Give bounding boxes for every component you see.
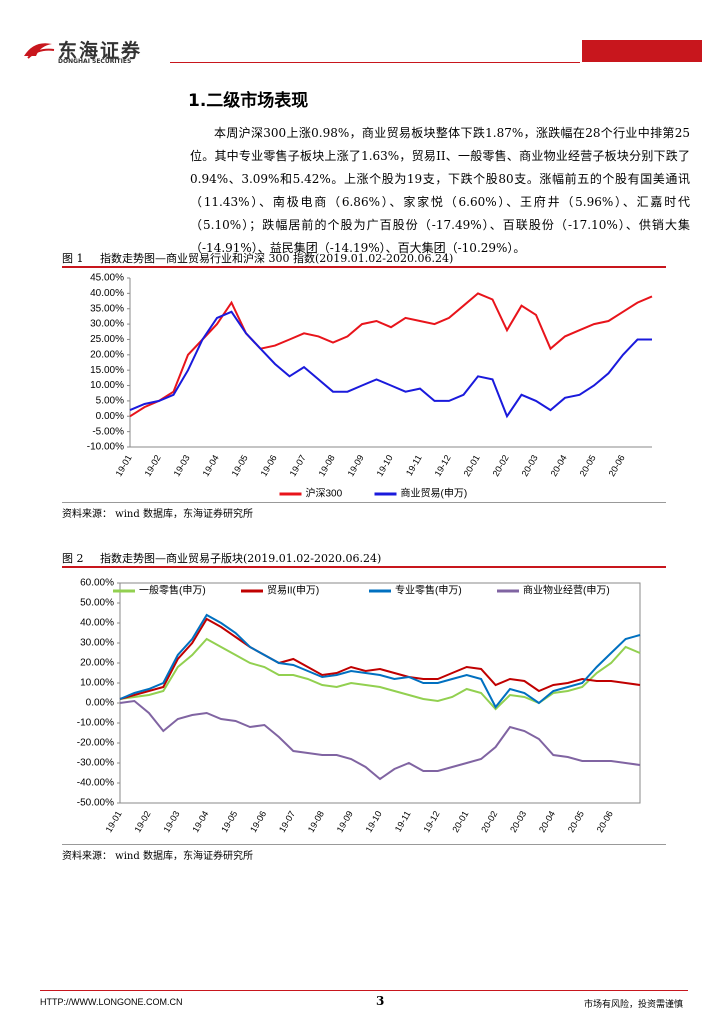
series-line [119, 617, 641, 700]
x-tick-label: 20-06 [595, 809, 615, 834]
figure-title: 指数走势图—商业贸易行业和沪深 300 指数(2019.01.02-2020.0… [100, 252, 454, 265]
y-tick-label: -20.00% [77, 738, 114, 749]
x-tick-label: 20-06 [607, 453, 627, 478]
figure-rule [62, 844, 666, 845]
figure-label: 图 2 [62, 552, 84, 565]
x-tick-label: 20-01 [462, 453, 482, 478]
x-tick-label: 19-04 [190, 809, 210, 834]
y-tick-label: -40.00% [77, 778, 114, 789]
x-tick-label: 20-05 [578, 453, 598, 478]
figure-title: 指数走势图—商业贸易子版块(2019.01.02-2020.06.24) [100, 552, 382, 565]
series-line [119, 613, 641, 709]
x-tick-label: 19-10 [375, 453, 395, 478]
x-tick-label: 19-11 [393, 809, 413, 833]
figure-rule [62, 502, 666, 503]
x-tick-label: 19-08 [317, 453, 337, 478]
footer-disclaimer: 市场有风险，投资需谨慎 [584, 1000, 684, 1010]
legend-label: 一般零售(申万) [139, 584, 206, 597]
y-tick-label: -10.00% [87, 442, 124, 453]
footer-url: HTTP://WWW.LONGONE.COM.CN [40, 997, 183, 1007]
x-tick-label: 19-07 [277, 809, 297, 834]
x-tick-label: 19-07 [288, 453, 308, 478]
x-tick-label: 19-12 [421, 809, 441, 834]
y-tick-label: -30.00% [77, 758, 114, 769]
page-number: 3 [376, 994, 385, 1008]
x-tick-label: 19-02 [133, 809, 153, 834]
y-tick-label: 35.00% [90, 303, 124, 314]
figure-rule [62, 266, 666, 268]
y-tick-label: 40.00% [80, 618, 114, 629]
series-line [129, 310, 652, 419]
figure-label: 图 1 [62, 252, 84, 265]
x-tick-label: 19-04 [201, 453, 221, 478]
series-line [119, 637, 641, 711]
header-bar [582, 40, 702, 62]
x-tick-label: 20-02 [491, 453, 511, 478]
y-tick-label: -5.00% [92, 426, 124, 437]
y-tick-label: 0.00% [86, 698, 114, 709]
legend-label: 商业物业经营(申万) [523, 584, 610, 597]
logo-cn: 东海证券 [58, 40, 143, 62]
x-tick-label: 19-05 [219, 809, 239, 834]
y-tick-label: 20.00% [90, 349, 124, 360]
source: 资料来源： wind 数据库，东海证券研究所 [62, 509, 253, 520]
x-tick-label: 19-03 [161, 809, 181, 834]
y-tick-label: 45.00% [90, 273, 124, 284]
x-tick-label: 19-03 [172, 453, 192, 478]
y-tick-label: 25.00% [90, 334, 124, 345]
y-tick-label: 0.00% [96, 411, 124, 422]
x-tick-label: 19-06 [248, 809, 268, 834]
chart: -10.00% -5.00% 0.00% 5.00% 10.00% 15.00% 20.00… [87, 273, 653, 500]
x-tick-label: 19-11 [404, 453, 424, 477]
y-tick-label: -50.00% [77, 798, 114, 809]
y-tick-label: 20.00% [80, 658, 114, 669]
y-tick-label: 5.00% [96, 396, 124, 407]
legend-label: 贸易II(申万) [267, 584, 319, 597]
header-rule [170, 62, 580, 63]
y-tick-label: 10.00% [80, 678, 114, 689]
y-tick-label: 60.00% [80, 578, 114, 589]
chart: -50.00% -40.00% -30.00% -20.00% -10.00% 0.00%… [77, 578, 641, 834]
plot-border [119, 582, 641, 804]
series-line [129, 292, 653, 418]
x-tick-label: 19-10 [364, 809, 384, 834]
logo-icon [22, 38, 56, 60]
x-tick-label: 19-01 [104, 809, 124, 834]
x-tick-label: 20-03 [508, 809, 528, 834]
y-tick-label: 50.00% [80, 598, 114, 609]
x-tick-label: 20-03 [520, 453, 540, 478]
y-tick-label: 10.00% [90, 380, 124, 391]
legend-label: 商业贸易(申万) [401, 487, 468, 500]
y-tick-label: 30.00% [80, 638, 114, 649]
x-tick-label: 19-09 [335, 809, 355, 834]
x-tick-label: 19-02 [143, 453, 163, 478]
legend-label: 专业零售(申万) [395, 584, 462, 597]
x-tick-label: 19-05 [230, 453, 250, 478]
logo-en: DONGHAI SECURITIES [58, 58, 132, 65]
legend-label: 沪深300 [306, 487, 343, 500]
y-tick-label: -10.00% [77, 718, 114, 729]
y-tick-label: 15.00% [90, 365, 124, 376]
x-tick-label: 19-08 [306, 809, 326, 834]
y-tick-label: 40.00% [90, 288, 124, 299]
x-tick-label: 20-05 [566, 809, 586, 834]
x-tick-label: 19-06 [259, 453, 279, 478]
x-tick-label: 20-04 [549, 453, 569, 478]
footer-rule [40, 990, 688, 991]
series-line [119, 699, 641, 781]
x-tick-label: 20-04 [537, 809, 557, 834]
x-tick-label: 19-09 [346, 453, 366, 478]
x-tick-label: 19-01 [114, 453, 134, 478]
figure-rule [62, 566, 666, 568]
x-tick-label: 20-01 [450, 809, 470, 834]
section-title: 1.二级市场表现 [188, 91, 309, 111]
x-tick-label: 19-12 [433, 453, 453, 478]
paragraph: 本周沪深300上涨0.98%，商业贸易板块整体下跌1.87%，涨跌幅在28个行业… [190, 126, 690, 255]
x-tick-label: 20-02 [479, 809, 499, 834]
source: 资料来源： wind 数据库，东海证券研究所 [62, 851, 253, 862]
y-tick-label: 30.00% [90, 319, 124, 330]
